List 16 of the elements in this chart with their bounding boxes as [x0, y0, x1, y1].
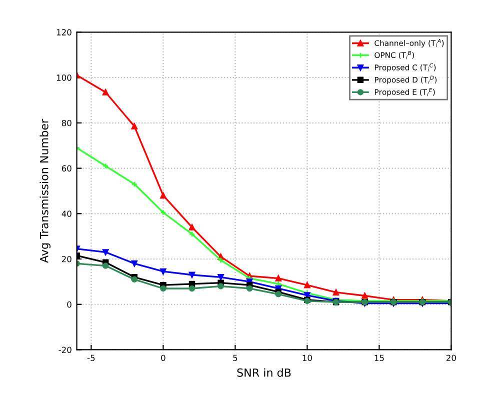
y-tick-label: 80 — [62, 120, 72, 126]
y-tick-label: 20 — [62, 256, 72, 262]
x-tick-label: 10 — [302, 354, 312, 362]
x-tick-label: 5 — [233, 354, 238, 362]
x-tick-label: -5 — [87, 354, 95, 362]
y-tick-label: 120 — [56, 29, 72, 36]
y-tick-label: 40 — [62, 210, 72, 217]
y-tick-label: 100 — [56, 74, 72, 81]
y-axis-title: Avg Transmission Number — [40, 118, 50, 263]
x-tick-label: 0 — [161, 354, 166, 362]
x-axis-title: SNR in dB — [237, 368, 291, 377]
x-tick-label: 15 — [374, 354, 384, 362]
y-tick-label: 0 — [67, 301, 72, 308]
y-tick-label: -20 — [58, 346, 72, 354]
y-tick-label: 60 — [62, 165, 72, 172]
x-tick-label: 20 — [446, 354, 456, 362]
